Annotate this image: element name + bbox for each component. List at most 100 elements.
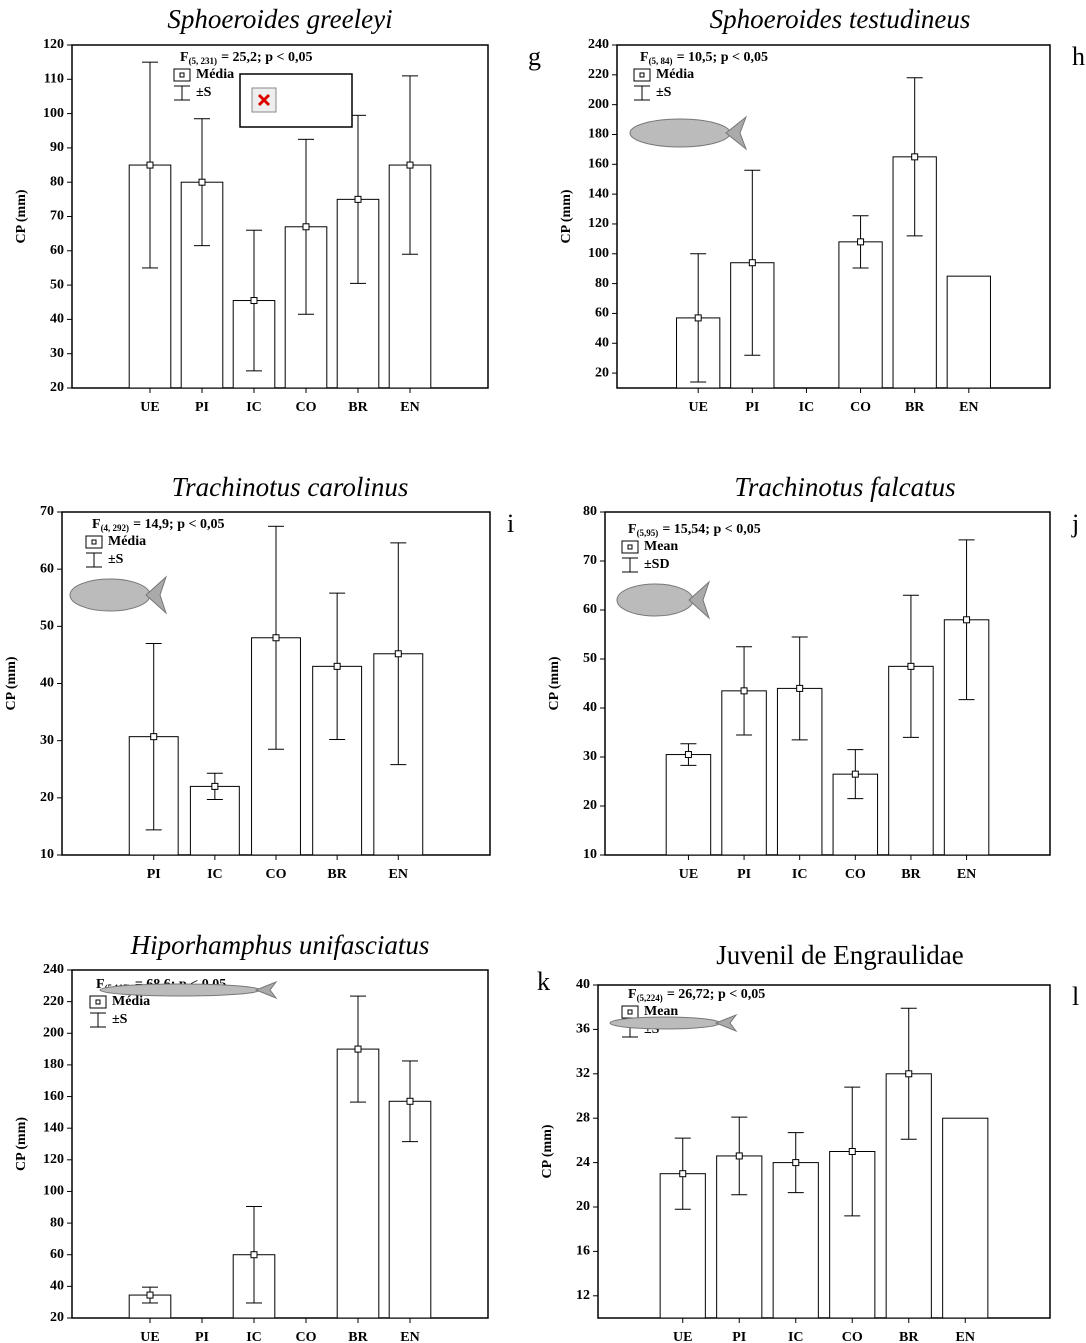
fish-tail bbox=[725, 115, 748, 151]
y-tick-label: 40 bbox=[576, 977, 590, 992]
x-tick-label: UE bbox=[140, 400, 159, 415]
mean-marker bbox=[905, 1070, 913, 1078]
chart-panel: Hiporhamphus unifasciatus k CP (mm) 20 40 60 8… bbox=[14, 930, 550, 1343]
chart-title: Hiporhamphus unifasciatus bbox=[130, 930, 430, 960]
stat-df: (5, 231) bbox=[189, 56, 218, 66]
mean-marker bbox=[406, 161, 414, 169]
mean-marker bbox=[907, 662, 915, 670]
y-tick-label: 50 bbox=[40, 619, 54, 634]
x-tick-label: IC bbox=[246, 400, 262, 415]
mean-marker bbox=[796, 684, 804, 692]
legend-marker bbox=[95, 999, 101, 1005]
y-tick-label: 160 bbox=[43, 1089, 64, 1104]
x-tick-label: PI bbox=[147, 867, 161, 882]
mean-marker bbox=[963, 616, 971, 624]
panel-letter: i bbox=[507, 509, 514, 538]
y-tick-label: 160 bbox=[588, 157, 609, 172]
x-tick-label: EN bbox=[957, 867, 976, 882]
y-tick-label: 28 bbox=[576, 1110, 590, 1125]
mean-marker bbox=[302, 223, 310, 231]
chart-panel: Trachinotus carolinus i CP (mm) 10 20 30 40 50 6… bbox=[4, 472, 514, 882]
legend-whisker bbox=[634, 85, 650, 101]
y-tick-label: 40 bbox=[583, 700, 597, 715]
fish-tail bbox=[688, 580, 711, 620]
y-tick-label: 32 bbox=[576, 1066, 590, 1081]
chart-title: Sphoeroides testudineus bbox=[710, 4, 971, 34]
stat-text: = 15,54; p < 0,05 bbox=[662, 522, 760, 537]
y-axis-label: CP (mm) bbox=[540, 1124, 555, 1178]
y-tick-label: 20 bbox=[40, 790, 54, 805]
y-tick-label: 10 bbox=[40, 847, 54, 862]
y-tick-label: 40 bbox=[595, 335, 609, 350]
legend-marker bbox=[627, 544, 633, 550]
y-tick-label: 40 bbox=[50, 1279, 64, 1294]
y-axis-label: CP (mm) bbox=[14, 189, 29, 243]
y-tick-label: 70 bbox=[583, 553, 597, 568]
y-tick-label: 200 bbox=[43, 1025, 64, 1040]
panel-letter: h bbox=[1072, 42, 1085, 71]
legend-whisker bbox=[90, 1012, 106, 1028]
y-tick-label: 20 bbox=[595, 365, 609, 380]
plot-frame bbox=[71, 969, 489, 1319]
bar bbox=[942, 1117, 989, 1319]
stat-df: (5,95) bbox=[637, 528, 659, 538]
legend-label: ±S bbox=[112, 1012, 128, 1027]
mean-marker bbox=[198, 178, 206, 186]
y-tick-label: 40 bbox=[40, 676, 54, 691]
x-tick-label: BR bbox=[348, 1330, 368, 1343]
legend-label: Média bbox=[112, 994, 150, 1009]
y-tick-label: 120 bbox=[43, 37, 64, 52]
y-tick-label: 20 bbox=[583, 798, 597, 813]
chart-panel: Trachinotus falcatus j CP (mm) 10 20 30 40 50 60… bbox=[547, 472, 1079, 882]
x-tick-label: PI bbox=[195, 1330, 209, 1343]
x-tick-label: UE bbox=[140, 1330, 159, 1343]
mean-marker bbox=[748, 259, 756, 267]
y-tick-label: 30 bbox=[40, 733, 54, 748]
mean-marker bbox=[146, 161, 154, 169]
y-tick-label: 36 bbox=[576, 1022, 590, 1037]
mean-marker bbox=[406, 1097, 414, 1105]
x-tick-label: EN bbox=[956, 1330, 975, 1343]
legend-marker bbox=[179, 72, 185, 78]
bar bbox=[336, 1048, 380, 1319]
x-tick-label: BR bbox=[348, 400, 368, 415]
legend-label: Média bbox=[656, 67, 694, 82]
panel-letter: l bbox=[1072, 982, 1079, 1011]
x-tick-label: PI bbox=[745, 400, 759, 415]
y-tick-label: 50 bbox=[583, 651, 597, 666]
legend-whisker bbox=[622, 557, 638, 573]
mean-marker bbox=[250, 297, 258, 305]
stat-label: F(5, 231) = 25,2; p < 0,05 bbox=[180, 50, 312, 66]
y-tick-label: 220 bbox=[588, 67, 609, 82]
stat-text: = 10,5; p < 0,05 bbox=[677, 50, 768, 65]
fish-tail bbox=[714, 1013, 738, 1033]
fish-image bbox=[616, 583, 694, 617]
y-tick-label: 120 bbox=[43, 1152, 64, 1167]
legend-marker bbox=[639, 72, 645, 78]
x-tick-label: CO bbox=[845, 867, 866, 882]
x-tick-label: PI bbox=[737, 867, 751, 882]
legend-label: ±S bbox=[108, 552, 124, 567]
y-tick-label: 16 bbox=[576, 1244, 590, 1259]
y-tick-label: 80 bbox=[583, 504, 597, 519]
x-tick-label: IC bbox=[246, 1330, 262, 1343]
y-tick-label: 70 bbox=[50, 209, 64, 224]
y-tick-label: 100 bbox=[588, 246, 609, 261]
mean-marker bbox=[146, 1291, 154, 1299]
x-tick-label: IC bbox=[792, 867, 808, 882]
stat-label: F(5,95) = 15,54; p < 0,05 bbox=[628, 522, 761, 538]
stat-letter: F bbox=[92, 517, 101, 532]
bar bbox=[665, 754, 712, 856]
fish-tail bbox=[145, 575, 168, 615]
plot-frame bbox=[597, 984, 1051, 1319]
mean-marker bbox=[694, 314, 702, 322]
stat-df: (4, 292) bbox=[101, 523, 130, 533]
y-tick-label: 120 bbox=[588, 216, 609, 231]
stat-text: = 26,72; p < 0,05 bbox=[667, 987, 765, 1002]
stat-df: (5,224) bbox=[637, 993, 663, 1003]
y-tick-label: 50 bbox=[50, 277, 64, 292]
stat-letter: F bbox=[96, 977, 105, 992]
y-tick-label: 220 bbox=[43, 994, 64, 1009]
y-axis-label: CP (mm) bbox=[547, 656, 562, 710]
x-tick-label: BR bbox=[899, 1330, 919, 1343]
